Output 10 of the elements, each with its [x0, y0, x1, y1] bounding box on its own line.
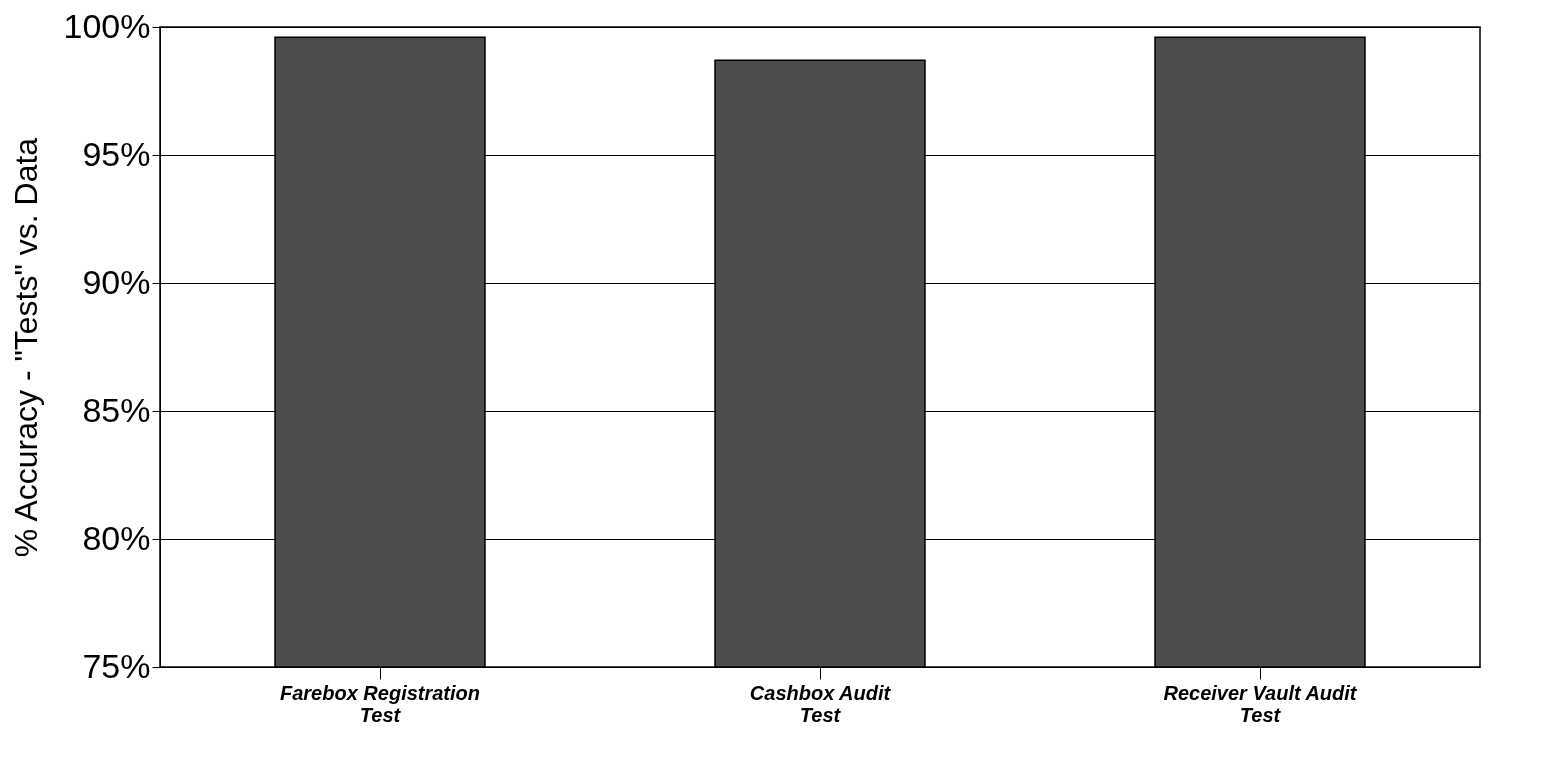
y-axis-title: % Accuracy - "Tests" vs. Data: [7, 137, 44, 558]
y-tick-label: 75%: [82, 646, 151, 685]
y-tick-label: 95%: [82, 134, 151, 173]
y-tick-label: 80%: [82, 518, 151, 557]
y-tick-label: 90%: [82, 262, 151, 301]
x-tick-label: Receiver Vault Audit Test: [1163, 681, 1358, 726]
x-tick-label: Cashbox Audit Test: [749, 681, 892, 726]
y-tick-label: 100%: [63, 6, 151, 45]
y-tick-label: 85%: [82, 390, 151, 429]
x-tick-label: Farebox Registration Test: [279, 681, 481, 726]
